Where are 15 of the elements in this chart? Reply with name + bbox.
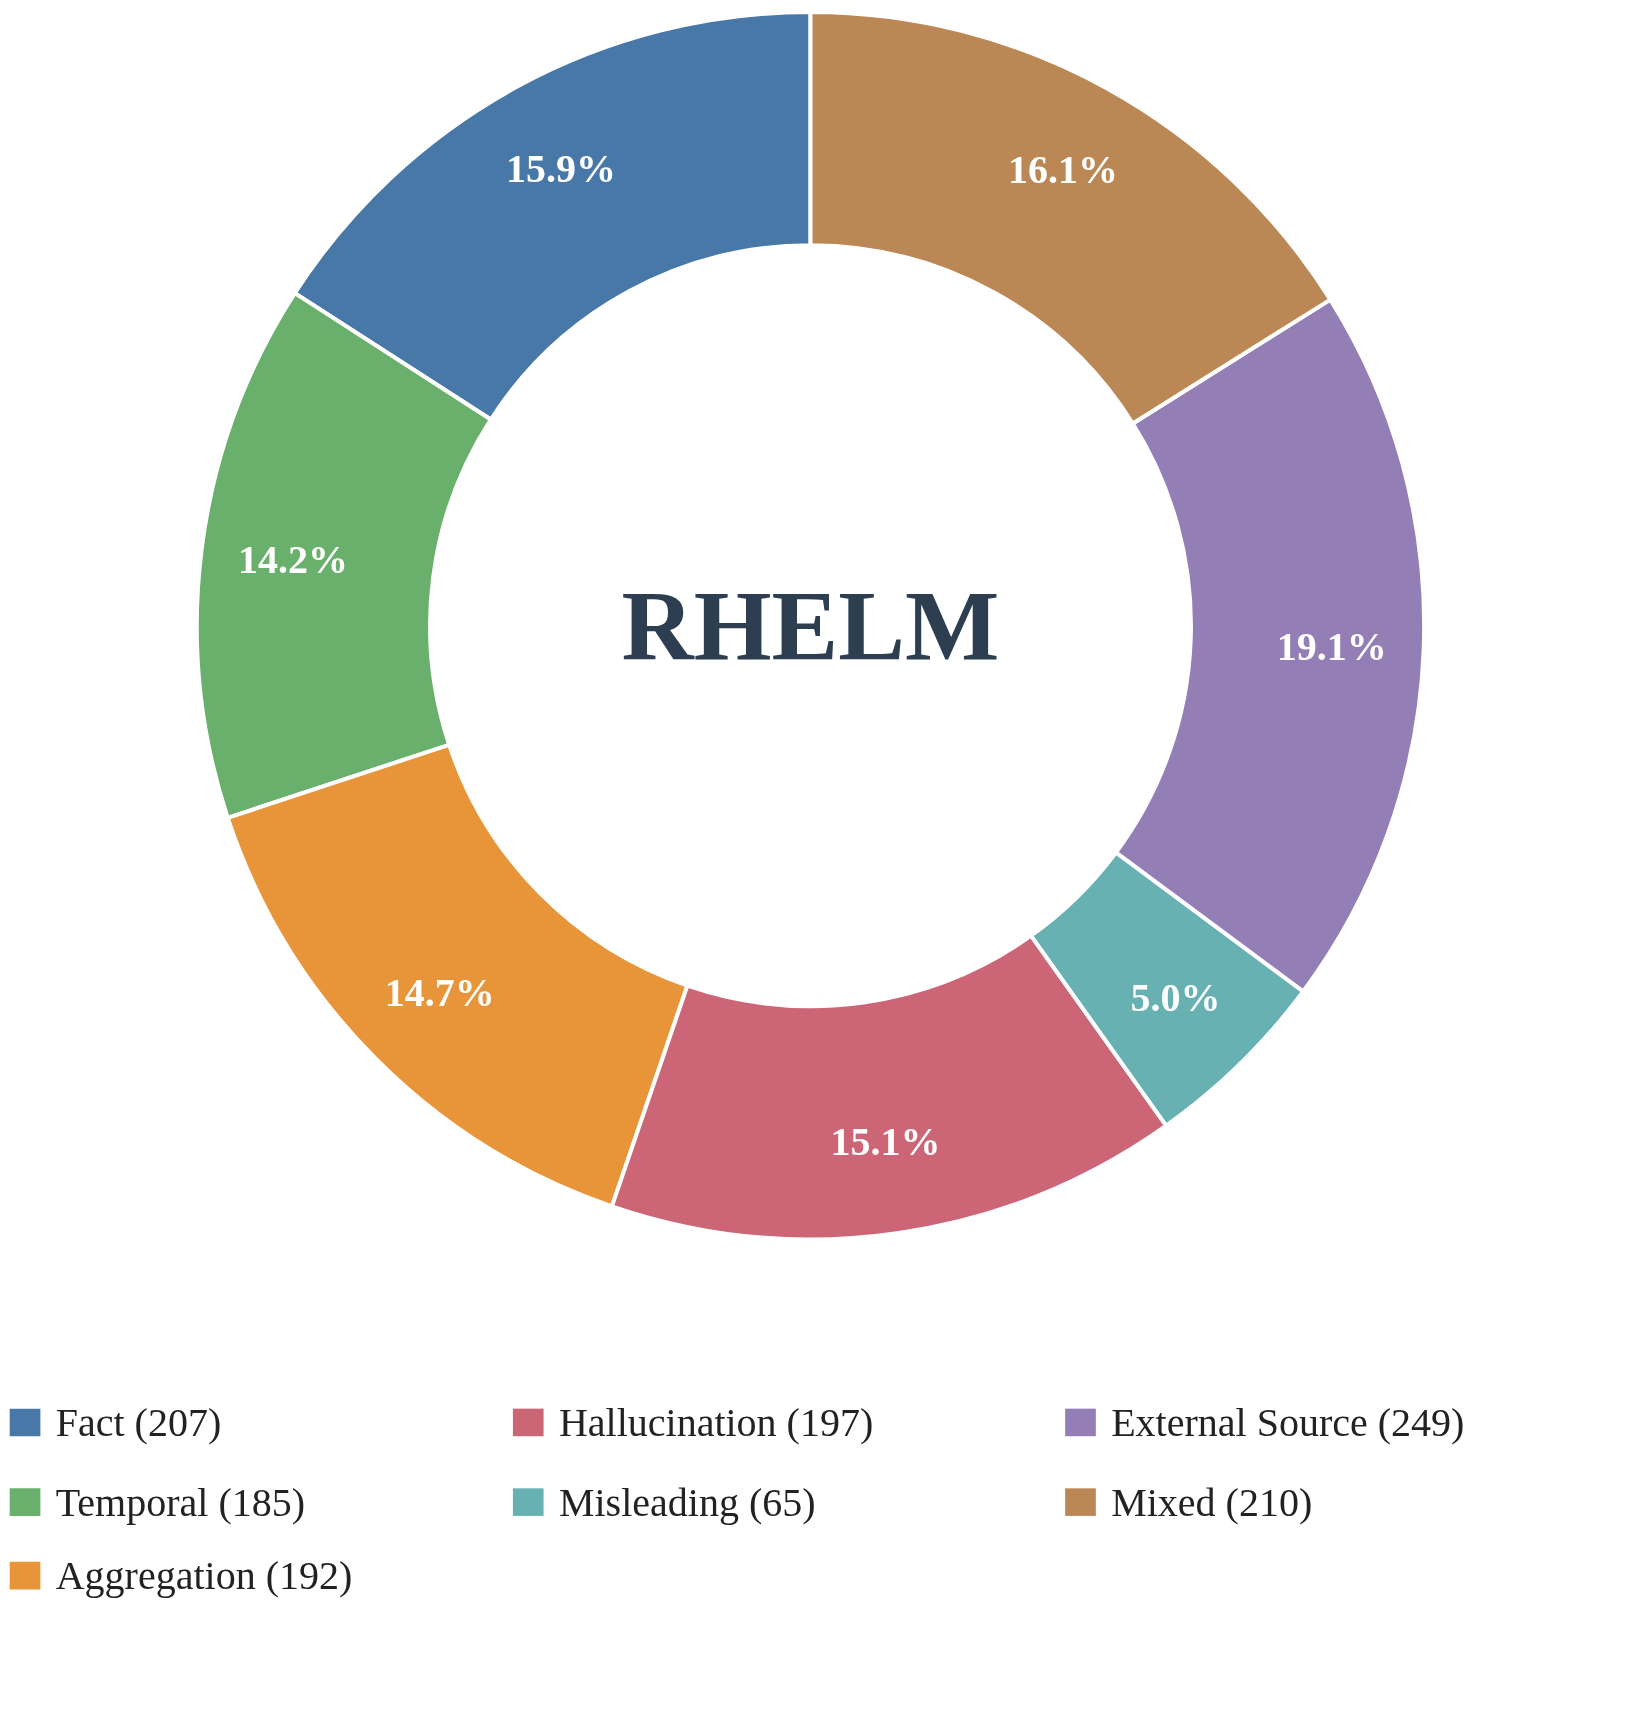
legend-label: Hallucination (197) [558, 1399, 874, 1445]
data-label: 14.7% [384, 969, 495, 1015]
data-label: 5.0% [1130, 975, 1221, 1021]
legend-label: Aggregation (192) [55, 1553, 353, 1599]
legend-label: Misleading (65) [558, 1479, 816, 1525]
data-label: 15.9% [505, 145, 616, 191]
legend-label: Temporal (185) [55, 1479, 306, 1525]
data-label: 16.1% [1007, 147, 1118, 193]
data-label: 19.1% [1276, 623, 1387, 669]
data-label: 15.1% [830, 1118, 941, 1164]
legend-label: Fact (207) [55, 1399, 222, 1445]
legend-label: Mixed (210) [1111, 1479, 1313, 1525]
data-label: 14.2% [238, 537, 349, 583]
legend-label: External Source (249) [1111, 1399, 1465, 1445]
text: RHELM [621, 570, 1000, 682]
